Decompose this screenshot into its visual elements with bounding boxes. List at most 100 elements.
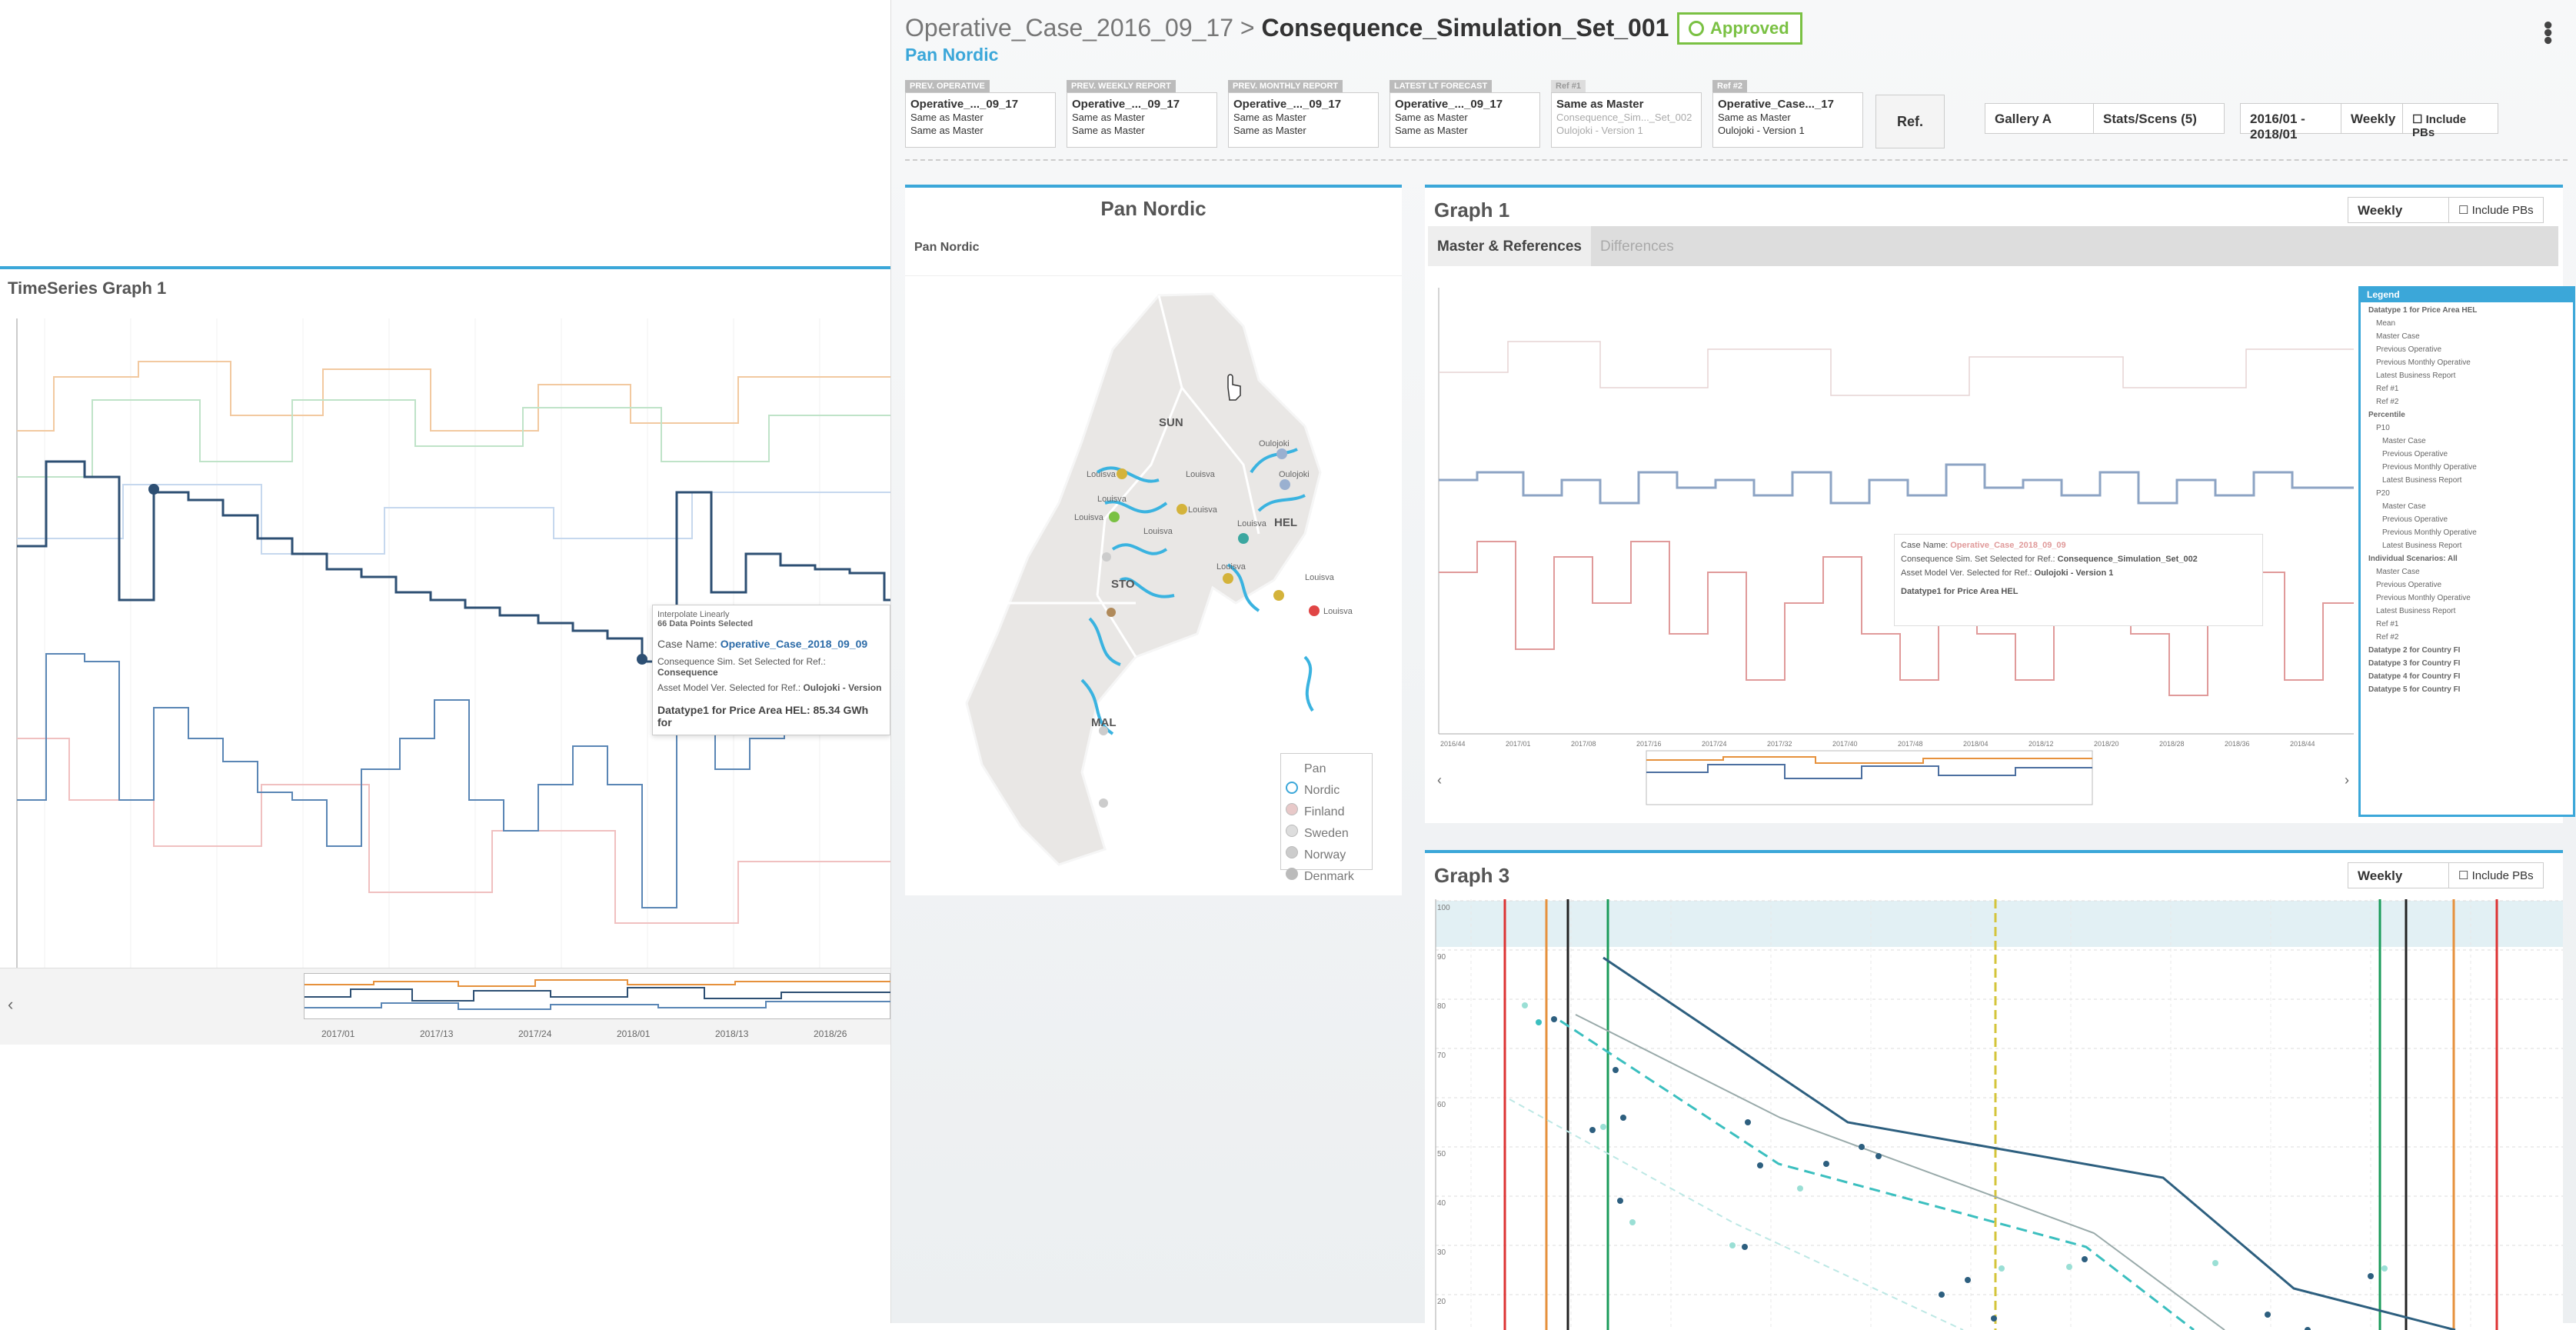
legend-item[interactable]: Datatype 5 for Country FI bbox=[2368, 683, 2565, 696]
site-marker[interactable] bbox=[1309, 605, 1320, 616]
data-point[interactable] bbox=[1742, 1244, 1748, 1250]
data-point[interactable] bbox=[2082, 1256, 2088, 1262]
data-point[interactable] bbox=[2265, 1312, 2271, 1318]
legend-item[interactable]: Previous Operative bbox=[2368, 448, 2565, 461]
legend-item[interactable]: Previous Operative bbox=[2368, 513, 2565, 526]
legend-item[interactable]: Master Case bbox=[2368, 435, 2565, 448]
site-marker[interactable] bbox=[1280, 479, 1290, 490]
site-marker[interactable] bbox=[1102, 552, 1111, 562]
card-body[interactable]: Operative_..._09_17 Same as Master Same as… bbox=[905, 92, 1056, 148]
legend-item[interactable]: Mean bbox=[2368, 317, 2565, 330]
range-select[interactable]: 2016/01 - 2018/01 bbox=[2241, 104, 2341, 133]
legend-item[interactable]: Datatype 3 for Country FI bbox=[2368, 657, 2565, 670]
legend-item[interactable]: Previous Monthly Operative bbox=[2368, 592, 2565, 605]
tab-master-references[interactable]: Master & References bbox=[1428, 226, 1591, 266]
data-point[interactable] bbox=[1620, 1115, 1626, 1121]
legend-item[interactable]: Ref #1 bbox=[2368, 382, 2565, 395]
graph1-include-toggle[interactable]: ☐ Include PBs bbox=[2448, 198, 2543, 222]
data-point[interactable] bbox=[1536, 1019, 1542, 1025]
site-marker[interactable] bbox=[1109, 512, 1120, 522]
legend-item[interactable]: Latest Business Report bbox=[2368, 369, 2565, 382]
data-point[interactable] bbox=[2066, 1264, 2072, 1270]
site-marker[interactable] bbox=[1276, 448, 1287, 459]
legend-item[interactable]: Master Case bbox=[2368, 330, 2565, 343]
legend-item[interactable]: Percentile bbox=[2368, 408, 2565, 422]
data-point[interactable] bbox=[1522, 1002, 1528, 1008]
legend-item[interactable]: Ref #1 bbox=[2368, 618, 2565, 631]
nav-left-arrow[interactable]: ‹ bbox=[1437, 772, 1442, 788]
data-point[interactable] bbox=[1797, 1185, 1803, 1192]
data-point[interactable] bbox=[1729, 1242, 1736, 1248]
card-body[interactable]: Operative_Case..._17 Same as Master Oulojo… bbox=[1712, 92, 1863, 148]
card-body[interactable]: Operative_..._09_17 Same as Master Same as… bbox=[1390, 92, 1540, 148]
site-marker[interactable] bbox=[1117, 468, 1127, 479]
period-select[interactable]: Weekly bbox=[2341, 104, 2402, 133]
nav-strip[interactable]: ‹ 2017/01 2017/13 2017/24 2018/01 2018/13 201… bbox=[0, 968, 890, 1045]
legend-item[interactable]: Datatype 2 for Country FI bbox=[2368, 644, 2565, 657]
site-marker[interactable] bbox=[1238, 533, 1249, 544]
reference-card[interactable]: PREV. MONTHLY REPORT Operative_..._09_17 S… bbox=[1228, 79, 1379, 148]
nav-window[interactable] bbox=[304, 973, 890, 1019]
graph3-chart[interactable]: 100 90 80 70 60 50 40 30 20 bbox=[1425, 899, 2563, 1330]
graph3-include-toggle[interactable]: ☐ Include PBs bbox=[2448, 863, 2543, 888]
legend-item[interactable]: Datatype 4 for Country FI bbox=[2368, 670, 2565, 683]
legend-item[interactable]: Latest Business Report bbox=[2368, 474, 2565, 487]
legend-item[interactable]: Previous Monthly Operative bbox=[2368, 356, 2565, 369]
legend-item[interactable]: Previous Monthly Operative bbox=[2368, 461, 2565, 474]
data-point[interactable] bbox=[1823, 1161, 1829, 1167]
data-point[interactable] bbox=[1965, 1277, 1971, 1283]
legend-item[interactable]: P10 bbox=[2368, 422, 2565, 435]
site-marker[interactable] bbox=[1107, 608, 1116, 617]
map-legend-item[interactable]: Denmark bbox=[1286, 865, 1367, 886]
breadcrumb-case[interactable]: Operative_Case_2016_09_17 bbox=[905, 14, 1233, 42]
legend-item[interactable]: Ref #2 bbox=[2368, 631, 2565, 644]
selected-point[interactable] bbox=[637, 654, 647, 665]
tab-differences[interactable]: Differences bbox=[1591, 226, 1683, 266]
site-marker[interactable] bbox=[1223, 573, 1233, 584]
data-point[interactable] bbox=[1589, 1127, 1596, 1133]
gallery-select[interactable]: Gallery A bbox=[1985, 104, 2093, 133]
nav-right-arrow[interactable]: › bbox=[2345, 772, 2349, 788]
map-legend-item[interactable]: Finland bbox=[1286, 800, 1367, 822]
graph1-period-select[interactable]: Weekly bbox=[2348, 198, 2448, 222]
map-legend-item[interactable]: Pan Nordic bbox=[1286, 758, 1367, 800]
stats-select[interactable]: Stats/Scens (5) bbox=[2093, 104, 2224, 133]
reference-card[interactable]: Ref #1 Same as Master Consequence_Sim..._S… bbox=[1551, 79, 1702, 148]
data-point[interactable] bbox=[1757, 1162, 1763, 1168]
legend-item[interactable]: Ref #2 bbox=[2368, 395, 2565, 408]
legend-item[interactable]: Master Case bbox=[2368, 565, 2565, 578]
site-marker[interactable] bbox=[1177, 504, 1187, 515]
legend-item[interactable]: Previous Operative bbox=[2368, 343, 2565, 356]
data-point[interactable] bbox=[2368, 1273, 2374, 1279]
more-menu-icon[interactable]: ••• bbox=[2533, 21, 2563, 44]
legend-item[interactable]: Previous Operative bbox=[2368, 578, 2565, 592]
data-point[interactable] bbox=[1600, 1124, 1606, 1130]
ref-button[interactable]: Ref. bbox=[1875, 95, 1945, 148]
data-point[interactable] bbox=[1612, 1067, 1619, 1073]
reference-card[interactable]: Ref #2 Operative_Case..._17 Same as Master… bbox=[1712, 79, 1863, 148]
highlight-point[interactable] bbox=[148, 484, 159, 495]
include-pbs-toggle[interactable]: ☐ Include PBs bbox=[2402, 104, 2498, 133]
data-point[interactable] bbox=[1999, 1265, 2005, 1272]
legend-item[interactable]: P20 bbox=[2368, 487, 2565, 500]
data-point[interactable] bbox=[1875, 1153, 1882, 1159]
data-point[interactable] bbox=[1617, 1198, 1623, 1204]
reference-card[interactable]: PREV. OPERATIVE Operative_..._09_17 Same a… bbox=[905, 79, 1056, 148]
card-body[interactable]: Same as Master Consequence_Sim..._Set_002… bbox=[1551, 92, 1702, 148]
data-point[interactable] bbox=[1745, 1119, 1751, 1125]
site-marker[interactable] bbox=[1099, 798, 1108, 808]
data-point[interactable] bbox=[2305, 1327, 2311, 1330]
legend-item[interactable]: Datatype 1 for Price Area HEL bbox=[2368, 304, 2565, 317]
legend-item[interactable]: Master Case bbox=[2368, 500, 2565, 513]
graph3-period-select[interactable]: Weekly bbox=[2348, 863, 2448, 888]
legend-item[interactable]: Previous Monthly Operative bbox=[2368, 526, 2565, 539]
site-marker[interactable] bbox=[1273, 590, 1284, 601]
data-point[interactable] bbox=[1991, 1315, 1997, 1322]
reference-card[interactable]: LATEST LT FORECAST Operative_..._09_17 Sam… bbox=[1390, 79, 1540, 148]
data-point[interactable] bbox=[1629, 1219, 1636, 1225]
data-point[interactable] bbox=[1939, 1292, 1945, 1298]
data-point[interactable] bbox=[1551, 1016, 1557, 1022]
card-body[interactable]: Operative_..._09_17 Same as Master Same as… bbox=[1228, 92, 1379, 148]
legend-item[interactable]: Latest Business Report bbox=[2368, 605, 2565, 618]
data-point[interactable] bbox=[2381, 1265, 2388, 1272]
